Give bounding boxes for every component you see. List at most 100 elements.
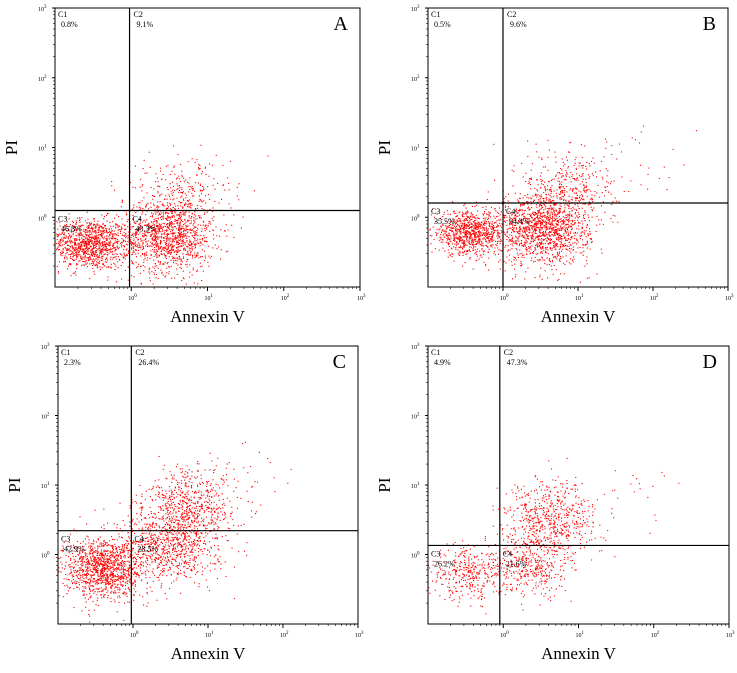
scatter-point xyxy=(574,235,576,237)
scatter-point xyxy=(579,235,581,237)
scatter-point xyxy=(77,228,79,230)
scatter-point xyxy=(489,240,491,242)
scatter-point xyxy=(68,236,70,238)
scatter-point xyxy=(91,253,93,255)
scatter-point xyxy=(194,254,196,256)
scatter-point xyxy=(519,220,521,222)
scatter-point xyxy=(468,225,470,227)
scatter-point xyxy=(549,221,551,223)
scatter-point xyxy=(169,198,171,200)
scatter-point xyxy=(577,225,579,227)
scatter-point xyxy=(164,217,166,219)
scatter-point xyxy=(68,248,70,250)
scatter-point xyxy=(99,247,101,249)
scatter-point xyxy=(564,207,566,209)
scatter-point xyxy=(496,220,498,222)
scatter-point xyxy=(556,239,558,241)
scatter-point xyxy=(165,245,167,247)
scatter-point xyxy=(483,261,485,263)
scatter-point xyxy=(204,255,206,257)
scatter-point xyxy=(550,180,552,182)
scatter-point xyxy=(82,235,84,237)
scatter-point xyxy=(477,224,479,226)
scatter-point xyxy=(88,229,90,231)
scatter-point xyxy=(140,255,142,257)
scatter-point xyxy=(108,249,110,251)
scatter-point xyxy=(197,228,199,230)
scatter-point xyxy=(96,239,98,241)
scatter-point xyxy=(96,223,98,225)
scatter-point xyxy=(530,177,532,179)
scatter-point xyxy=(155,254,157,256)
scatter-point xyxy=(184,219,186,221)
scatter-point xyxy=(530,240,532,242)
scatter-point xyxy=(139,223,141,225)
scatter-point xyxy=(149,280,151,282)
scatter-point xyxy=(525,248,527,250)
scatter-point xyxy=(539,230,541,232)
scatter-point xyxy=(179,185,181,187)
scatter-point xyxy=(542,198,544,200)
scatter-point xyxy=(517,223,519,225)
scatter-point xyxy=(109,258,111,260)
scatter-point xyxy=(177,247,179,249)
scatter-point xyxy=(457,228,459,230)
scatter-point xyxy=(563,226,565,228)
scatter-point xyxy=(562,248,564,250)
scatter-point xyxy=(526,248,528,250)
scatter-point xyxy=(79,256,81,258)
scatter-point xyxy=(99,253,101,255)
scatter-point xyxy=(579,222,581,224)
scatter-point xyxy=(70,253,72,255)
scatter-point xyxy=(462,248,464,250)
scatter-point xyxy=(458,240,460,242)
scatter-point xyxy=(179,224,181,226)
scatter-point xyxy=(565,238,567,240)
scatter-point xyxy=(524,232,526,234)
scatter-point xyxy=(478,233,480,235)
scatter-point xyxy=(146,251,148,253)
scatter-point xyxy=(177,235,179,237)
scatter-point xyxy=(156,225,158,227)
scatter-point xyxy=(541,206,543,208)
scatter-point xyxy=(70,250,72,252)
scatter-point xyxy=(75,229,77,231)
scatter-point xyxy=(540,215,542,217)
scatter-point xyxy=(182,234,184,236)
scatter-point xyxy=(575,200,577,202)
scatter-point xyxy=(193,234,195,236)
scatter-point xyxy=(528,250,530,252)
scatter-point xyxy=(97,267,99,269)
scatter-point xyxy=(93,247,95,249)
scatter-point xyxy=(548,259,550,261)
scatter-point xyxy=(64,224,66,226)
scatter-point xyxy=(115,258,117,260)
scatter-point xyxy=(182,253,184,255)
scatter-point xyxy=(483,218,485,220)
scatter-point xyxy=(133,207,135,209)
scatter-point xyxy=(189,244,191,246)
scatter-point xyxy=(102,263,104,265)
scatter-point xyxy=(160,240,162,242)
scatter-point xyxy=(482,213,484,215)
scatter-point xyxy=(191,235,193,237)
scatter-point xyxy=(496,235,498,237)
scatter-point xyxy=(155,213,157,215)
scatter-point xyxy=(157,242,159,244)
scatter-point xyxy=(165,207,167,209)
scatter-point xyxy=(521,223,523,225)
scatter-point xyxy=(560,168,562,170)
scatter-point xyxy=(73,252,75,254)
scatter-point xyxy=(522,234,524,236)
scatter-point xyxy=(554,246,556,248)
scatter-point xyxy=(186,239,188,241)
scatter-point xyxy=(176,273,178,275)
scatter-point xyxy=(192,246,194,248)
scatter-point xyxy=(91,228,93,230)
scatter-point xyxy=(553,211,555,213)
scatter-point xyxy=(160,218,162,220)
scatter-point xyxy=(114,217,116,219)
scatter-point xyxy=(88,247,90,249)
scatter-point xyxy=(204,228,206,230)
scatter-point xyxy=(475,225,477,227)
